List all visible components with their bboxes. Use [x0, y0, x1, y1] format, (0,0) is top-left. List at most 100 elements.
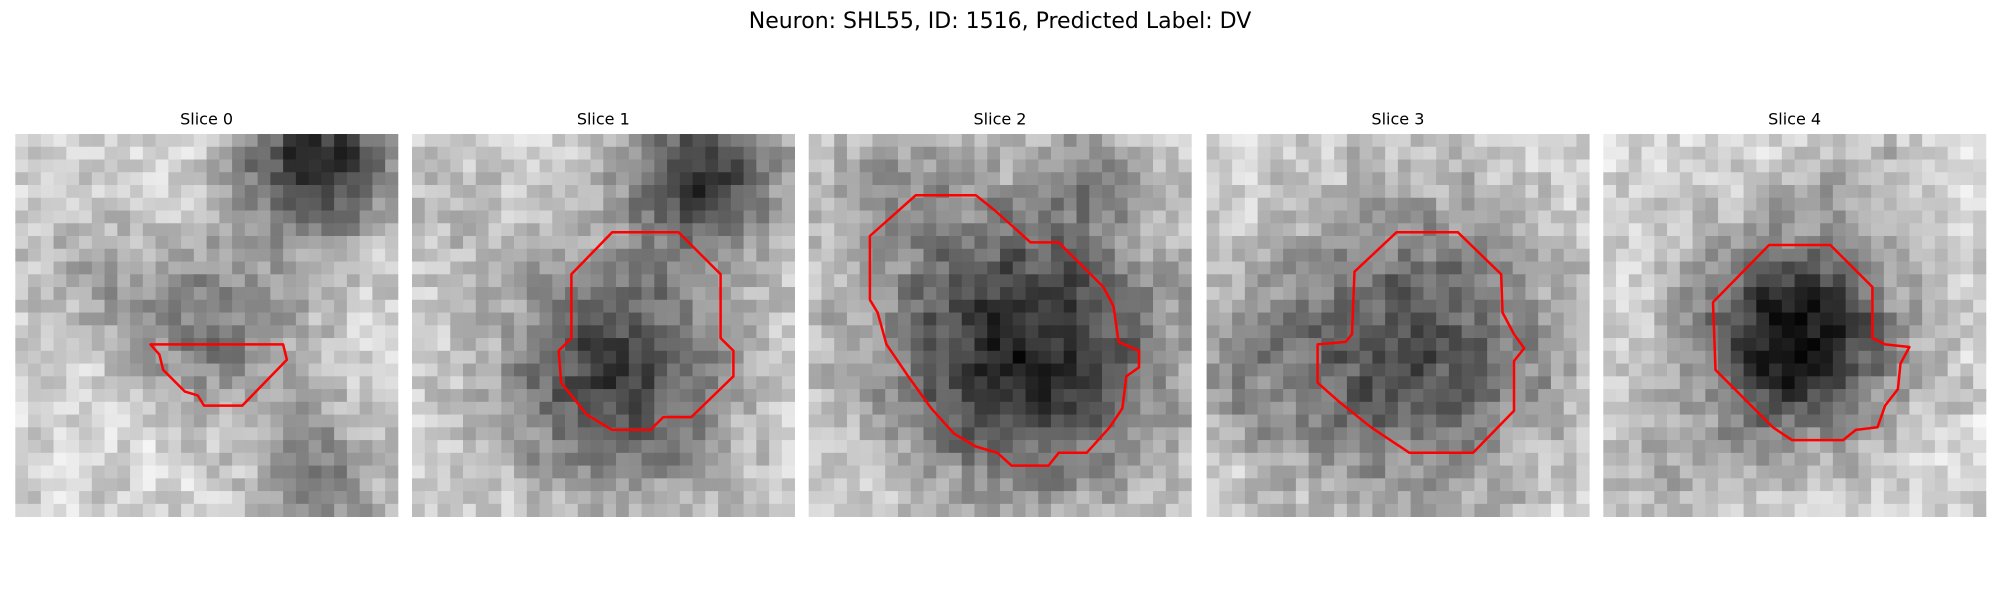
pixel	[79, 503, 93, 517]
pixel	[1603, 134, 1617, 148]
pixel	[1934, 465, 1949, 479]
pixel	[1603, 236, 1617, 250]
pixel	[79, 312, 93, 326]
pixel	[142, 146, 156, 160]
pixel	[359, 223, 373, 237]
pixel	[1832, 427, 1847, 441]
pixel	[501, 491, 515, 505]
pixel	[1718, 236, 1732, 250]
pixel	[117, 427, 131, 441]
pixel	[667, 465, 681, 479]
pixel	[1512, 299, 1526, 313]
pixel	[705, 197, 719, 211]
pixel	[1743, 440, 1757, 454]
pixel	[1667, 478, 1681, 492]
pixel	[1219, 338, 1233, 352]
pixel	[1153, 350, 1167, 364]
pixel	[1025, 159, 1039, 173]
pixel	[1165, 478, 1179, 492]
pixel	[1794, 491, 1808, 505]
pixel	[1845, 197, 1859, 211]
pixel	[1667, 427, 1681, 441]
pixel	[1487, 236, 1501, 250]
pixel	[1692, 325, 1706, 339]
pixel	[104, 478, 118, 492]
pixel	[1845, 376, 1859, 390]
pixel	[1525, 478, 1539, 492]
pixel	[808, 401, 822, 415]
pixel	[514, 503, 528, 517]
pixel	[654, 440, 668, 454]
pixel	[552, 172, 566, 186]
pixel	[1820, 134, 1834, 148]
pixel	[1705, 261, 1719, 275]
pixel	[1448, 401, 1463, 415]
pixel	[1359, 427, 1373, 441]
pixel	[1616, 338, 1630, 352]
pixel	[1550, 248, 1565, 262]
pixel	[1781, 312, 1795, 326]
pixel	[66, 159, 80, 173]
pixel	[1232, 261, 1246, 275]
panel-title: Slice 2	[974, 110, 1027, 129]
pixel	[1922, 197, 1936, 211]
pixel	[1667, 146, 1681, 160]
pixel	[1871, 452, 1885, 466]
pixel	[1616, 248, 1630, 262]
pixel	[1257, 146, 1271, 160]
pixel	[28, 185, 42, 199]
pixel	[730, 172, 744, 186]
pixel	[667, 274, 681, 288]
pixel	[539, 274, 553, 288]
pixel	[346, 338, 361, 352]
pixel	[1270, 210, 1284, 224]
pixel	[295, 376, 310, 390]
pixel	[1321, 287, 1335, 301]
pixel	[104, 223, 118, 237]
pixel	[1769, 210, 1783, 224]
pixel	[565, 376, 579, 390]
pixel	[1448, 389, 1463, 403]
pixel	[1178, 376, 1192, 390]
pixel	[117, 299, 131, 313]
pixel	[321, 261, 335, 275]
pixel	[1295, 491, 1310, 505]
pixel	[155, 491, 169, 505]
pixel	[346, 452, 361, 466]
pixel	[1756, 312, 1770, 326]
pixel	[155, 325, 169, 339]
pixel	[821, 299, 835, 313]
pixel	[743, 197, 757, 211]
pixel	[1114, 261, 1128, 275]
pixel	[872, 248, 886, 262]
pixel	[1628, 491, 1642, 505]
pixel	[616, 401, 630, 415]
pixel	[1308, 414, 1322, 428]
pixel	[1321, 503, 1335, 517]
pixel	[821, 440, 835, 454]
pixel	[232, 274, 246, 288]
pixel	[1756, 325, 1770, 339]
pixel	[654, 159, 668, 173]
pixel	[1076, 503, 1090, 517]
pixel	[244, 414, 259, 428]
pixel	[1436, 210, 1450, 224]
pixel	[1436, 491, 1450, 505]
pixel	[1283, 325, 1297, 339]
pixel	[1359, 274, 1373, 288]
pixel	[616, 287, 630, 301]
pixel	[1038, 338, 1052, 352]
pixel	[334, 146, 348, 160]
pixel	[692, 172, 706, 186]
pixel	[424, 299, 438, 313]
pixel	[1550, 350, 1565, 364]
pixel	[1334, 427, 1348, 441]
pixel	[1089, 440, 1103, 454]
pixel	[1563, 248, 1577, 262]
pixel	[1114, 159, 1128, 173]
pixel	[1474, 274, 1488, 288]
pixel	[219, 401, 233, 415]
pixel	[756, 172, 770, 186]
pixel	[1410, 401, 1424, 415]
pixel	[834, 134, 848, 148]
